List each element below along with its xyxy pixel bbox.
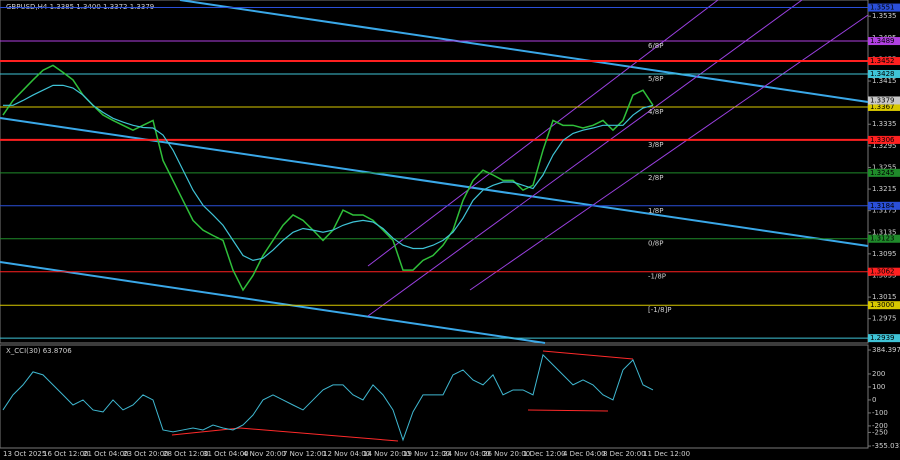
- level-name: 5/8P: [648, 75, 664, 83]
- level-label: 1.3551: [870, 4, 895, 12]
- price-line: [2, 64, 654, 292]
- level-box: [868, 168, 900, 177]
- level-box: [868, 135, 900, 144]
- level-box: [868, 57, 900, 66]
- channels: [0, 0, 869, 442]
- trend-line: [179, 0, 869, 103]
- level-label: 1.2939: [870, 334, 895, 342]
- x-tick-label: 4 Dec 04:00: [563, 450, 606, 458]
- y-tick-label: 1.2975: [872, 315, 897, 323]
- x-tick-label: 26 Nov 20:00: [483, 450, 530, 458]
- channel-line: [367, 0, 803, 317]
- indicator-tick-label: 100: [872, 383, 885, 391]
- channel-line: [367, 0, 719, 267]
- divergence-line: [527, 409, 609, 412]
- divergence-line: [239, 427, 399, 442]
- level-label: 1.3184: [870, 202, 895, 210]
- trend-line: [0, 261, 546, 344]
- level-label: 1.3367: [870, 103, 895, 111]
- level-name: 4/8P: [648, 108, 664, 116]
- level-box: [868, 234, 900, 243]
- level-label: 1.3123: [870, 235, 895, 243]
- cci-line: [2, 353, 654, 442]
- indicator-tick-label: 200: [872, 370, 885, 378]
- level-box: [868, 37, 900, 46]
- level-label: 1.3062: [870, 268, 895, 276]
- last-price-box: [868, 96, 900, 105]
- price-line: [3, 84, 654, 261]
- indicator-title: X_CCI(30) 63.8706: [6, 347, 72, 355]
- x-tick-label: 21 Oct 04:00: [83, 450, 129, 458]
- level-box: [868, 102, 900, 111]
- indicator-tick-label: -355.031: [872, 442, 900, 450]
- level-box: [868, 334, 900, 343]
- x-tick-label: 31 Oct 04:00: [203, 450, 249, 458]
- indicator-panel: [0, 344, 869, 449]
- x-tick-label: 14 Nov 20:00: [363, 450, 410, 458]
- main-panel: [0, 0, 869, 344]
- level-name: 1/8P: [648, 207, 664, 215]
- level-label: 1.3428: [870, 70, 895, 78]
- x-tick-label: 16 Oct 12:00: [43, 450, 89, 458]
- level-label: 1.3452: [870, 57, 895, 65]
- x-tick-label: 8 Dec 20:00: [603, 450, 646, 458]
- x-tick-label: 24 Nov 04:00: [443, 450, 490, 458]
- divergence-line: [542, 350, 634, 360]
- level-label: 1.3000: [870, 301, 895, 309]
- level-name: 0/8P: [648, 240, 664, 248]
- indicator-tick-label: -100: [872, 409, 888, 417]
- level-box: [868, 267, 900, 276]
- x-tick-label: 4 Nov 20:00: [243, 450, 286, 458]
- y-tick-label: 1.3175: [872, 207, 897, 215]
- y-tick-label: 1.3215: [872, 185, 897, 193]
- level-box: [868, 70, 900, 79]
- x-tick-label: 13 Oct 2025: [3, 450, 46, 458]
- x-tick-label: 1 Dec 12:00: [523, 450, 566, 458]
- level-name: 2/8P: [648, 174, 664, 182]
- indicator-tick-label: 0: [872, 396, 876, 404]
- x-tick-label: 12 Nov 04:00: [323, 450, 370, 458]
- level-box: [868, 3, 900, 12]
- level-name: 6/8P: [648, 42, 664, 50]
- y-tick-label: 1.3015: [872, 293, 897, 301]
- x-tick-label: 7 Nov 12:00: [283, 450, 326, 458]
- level-label: 1.3489: [870, 37, 895, 45]
- level-name: -1/8P: [648, 273, 666, 281]
- y-tick-label: 1.3095: [872, 250, 897, 258]
- level-name: 3/8P: [648, 141, 664, 149]
- level-label: 1.3245: [870, 169, 895, 177]
- y-tick-label: 1.3415: [872, 77, 897, 85]
- y-tick-label: 1.3535: [872, 12, 897, 20]
- level-box: [868, 301, 900, 310]
- indicator-tick-label: -200: [872, 422, 888, 430]
- level-name: [-1/8]P: [648, 306, 671, 314]
- y-tick-label: 1.3135: [872, 228, 897, 236]
- chart-title: GBPUSD,H4 1.3385 1.3400 1.3372 1.3379: [6, 3, 154, 11]
- y-tick-label: 1.3255: [872, 163, 897, 171]
- x-tick-label: 23 Oct 20:00: [123, 450, 169, 458]
- trend-line: [0, 117, 869, 247]
- x-tick-label: 11 Dec 12:00: [643, 450, 690, 458]
- y-tick-label: 1.3295: [872, 142, 897, 150]
- y-tick-label: 1.3335: [872, 120, 897, 128]
- x-tick-label: 19 Nov 12:00: [403, 450, 450, 458]
- indicator-tick-label: -250: [872, 428, 888, 436]
- x-tick-label: 28 Oct 12:00: [163, 450, 209, 458]
- last-price: 1.3379: [870, 96, 895, 104]
- level-label: 1.3306: [870, 136, 895, 144]
- level-box: [868, 201, 900, 210]
- channel-line: [469, 14, 869, 291]
